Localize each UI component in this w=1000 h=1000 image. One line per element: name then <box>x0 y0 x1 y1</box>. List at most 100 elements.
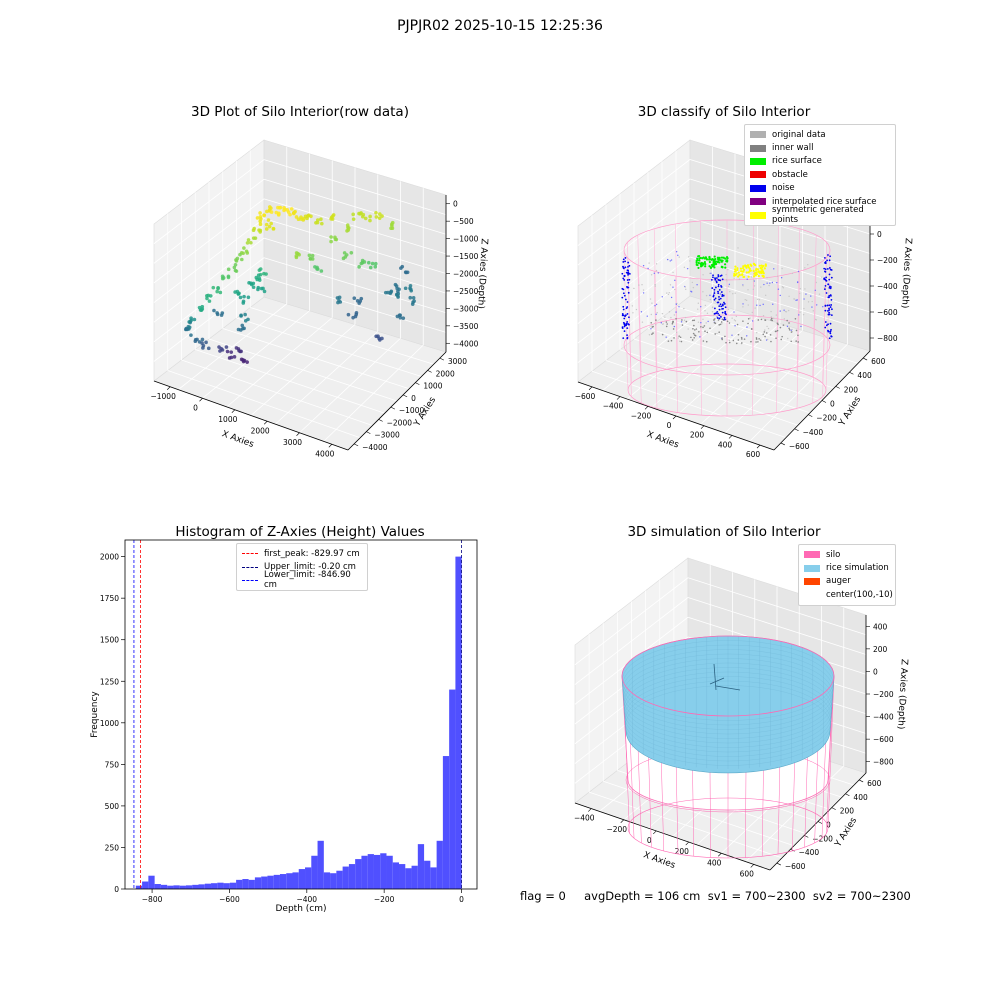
p2-noise-point <box>829 322 832 325</box>
p2-data-point <box>673 325 676 328</box>
p2-noise-point <box>827 283 830 286</box>
p2-grid <box>633 338 823 401</box>
p2-rice-surface-point <box>705 258 709 261</box>
hist-y-tick-label: 750 <box>105 760 120 769</box>
p2-data-point <box>811 300 813 303</box>
p2-noise-point <box>713 292 716 295</box>
legend-label: original data <box>772 129 826 140</box>
p2-rice-surface-point <box>711 257 714 261</box>
p2-x-tick <box>672 415 677 420</box>
p2-silo-wire <box>653 228 658 372</box>
p2-noise-point <box>716 310 719 313</box>
p2-y-tick-label: 0 <box>830 400 835 409</box>
p4-silo-wire <box>827 675 835 829</box>
p2-data-point <box>706 312 709 314</box>
p2-noise-point <box>824 270 826 273</box>
p2-inner-wall-point <box>666 323 668 325</box>
hist-bar <box>135 885 143 889</box>
p2-data-point <box>751 320 754 322</box>
p2-inner-wall-point <box>788 327 790 330</box>
p2-data-point <box>762 303 764 306</box>
p2-noise-point <box>624 257 627 259</box>
p1-data-point <box>242 326 246 331</box>
p2-data-point <box>746 335 748 337</box>
p2-noise-point <box>827 309 829 312</box>
p2-noise-point <box>627 266 629 268</box>
p2-inner-wall-point <box>728 322 731 324</box>
figure-title: PJPJR02 2025-10-15 12:25:36 <box>397 18 603 34</box>
p2-data-point <box>746 278 748 280</box>
p2-noise-point <box>828 337 831 340</box>
p2-data-point <box>668 291 670 294</box>
hist-bar <box>229 882 237 889</box>
p2-symmetric-point <box>742 268 746 271</box>
p1-data-point <box>359 261 364 266</box>
p1-x-tick-label: 2000 <box>251 426 270 435</box>
p2-rice-surface-point <box>698 259 701 262</box>
p1-y-tick <box>415 382 420 385</box>
p2-data-point <box>650 274 653 276</box>
p2-grid <box>577 159 691 246</box>
p2-inner-wall-point <box>714 322 717 325</box>
p2-data-point <box>807 264 809 266</box>
p4-grid <box>687 577 867 636</box>
hist-bar <box>279 874 287 889</box>
p2-noise-point <box>828 267 831 269</box>
p2-data-point <box>777 288 780 290</box>
p2-inner-wall-point <box>776 322 779 325</box>
p2-inner-wall-point <box>721 337 723 339</box>
p4-rice-mesh <box>625 685 831 766</box>
hist-y-tick-label: 2000 <box>100 553 119 562</box>
p4-y-tick-label: 200 <box>840 807 855 816</box>
p2-x-tick <box>588 386 593 391</box>
p2-inner-wall-point <box>693 324 695 327</box>
p2-inner-wall-point <box>759 339 762 341</box>
p4-x-tick-label: 200 <box>675 847 690 856</box>
hist-y-tick-label: 1000 <box>100 719 119 728</box>
p2-noise-point <box>829 330 832 333</box>
p2-noise-point <box>716 277 718 279</box>
p2-inner-wall-point <box>651 333 653 335</box>
p1-data-point <box>264 227 269 231</box>
p2-data-point <box>787 337 789 340</box>
p2-inner-wall-point <box>776 329 779 332</box>
p1-grid <box>274 331 379 425</box>
p2-noise-point <box>830 335 833 338</box>
p2-data-point <box>765 339 768 341</box>
p4-y-label: Y Axies <box>833 816 859 850</box>
p2-symmetric-point <box>750 264 753 267</box>
p1-data-point <box>411 296 416 300</box>
hist-bar <box>242 879 249 889</box>
p2-inner-wall-point <box>719 323 722 326</box>
p2-inner-wall-point <box>786 319 788 322</box>
p2-y-tick <box>808 414 813 417</box>
p2-inner-wall-point <box>728 341 731 344</box>
p2-symmetric-point <box>753 263 756 266</box>
p4-y-tick <box>776 862 781 866</box>
p2-data-point <box>791 272 794 275</box>
p2-silo-wire <box>822 242 827 384</box>
p2-x-tick-label: −600 <box>575 392 596 401</box>
p2-data-point <box>731 317 733 319</box>
p1-data-point <box>238 295 243 300</box>
p2-data-point <box>799 311 801 313</box>
p2-inner-wall-point <box>703 325 706 327</box>
p2-noise-point <box>724 312 727 314</box>
p1-y-tick <box>378 419 383 422</box>
p2-inner-wall-point <box>685 320 688 323</box>
p2-silo-wire <box>752 278 754 416</box>
p2-inner-wall-point <box>780 338 783 341</box>
p2-data-point <box>707 320 709 323</box>
p2-data-point <box>766 338 769 341</box>
p2-rice-surface-point <box>720 265 723 268</box>
p1-data-point <box>258 230 262 234</box>
p2-symmetric-point <box>747 275 750 278</box>
p2-noise-point <box>627 286 630 289</box>
p2-noise-point <box>830 328 832 331</box>
p2-symmetric-point <box>752 269 755 273</box>
p2-silo-wire <box>776 275 779 413</box>
p2-data-point <box>768 284 770 287</box>
hist-bar <box>311 855 318 889</box>
p2-data-point <box>756 304 758 306</box>
p4-y-tick <box>831 807 836 810</box>
